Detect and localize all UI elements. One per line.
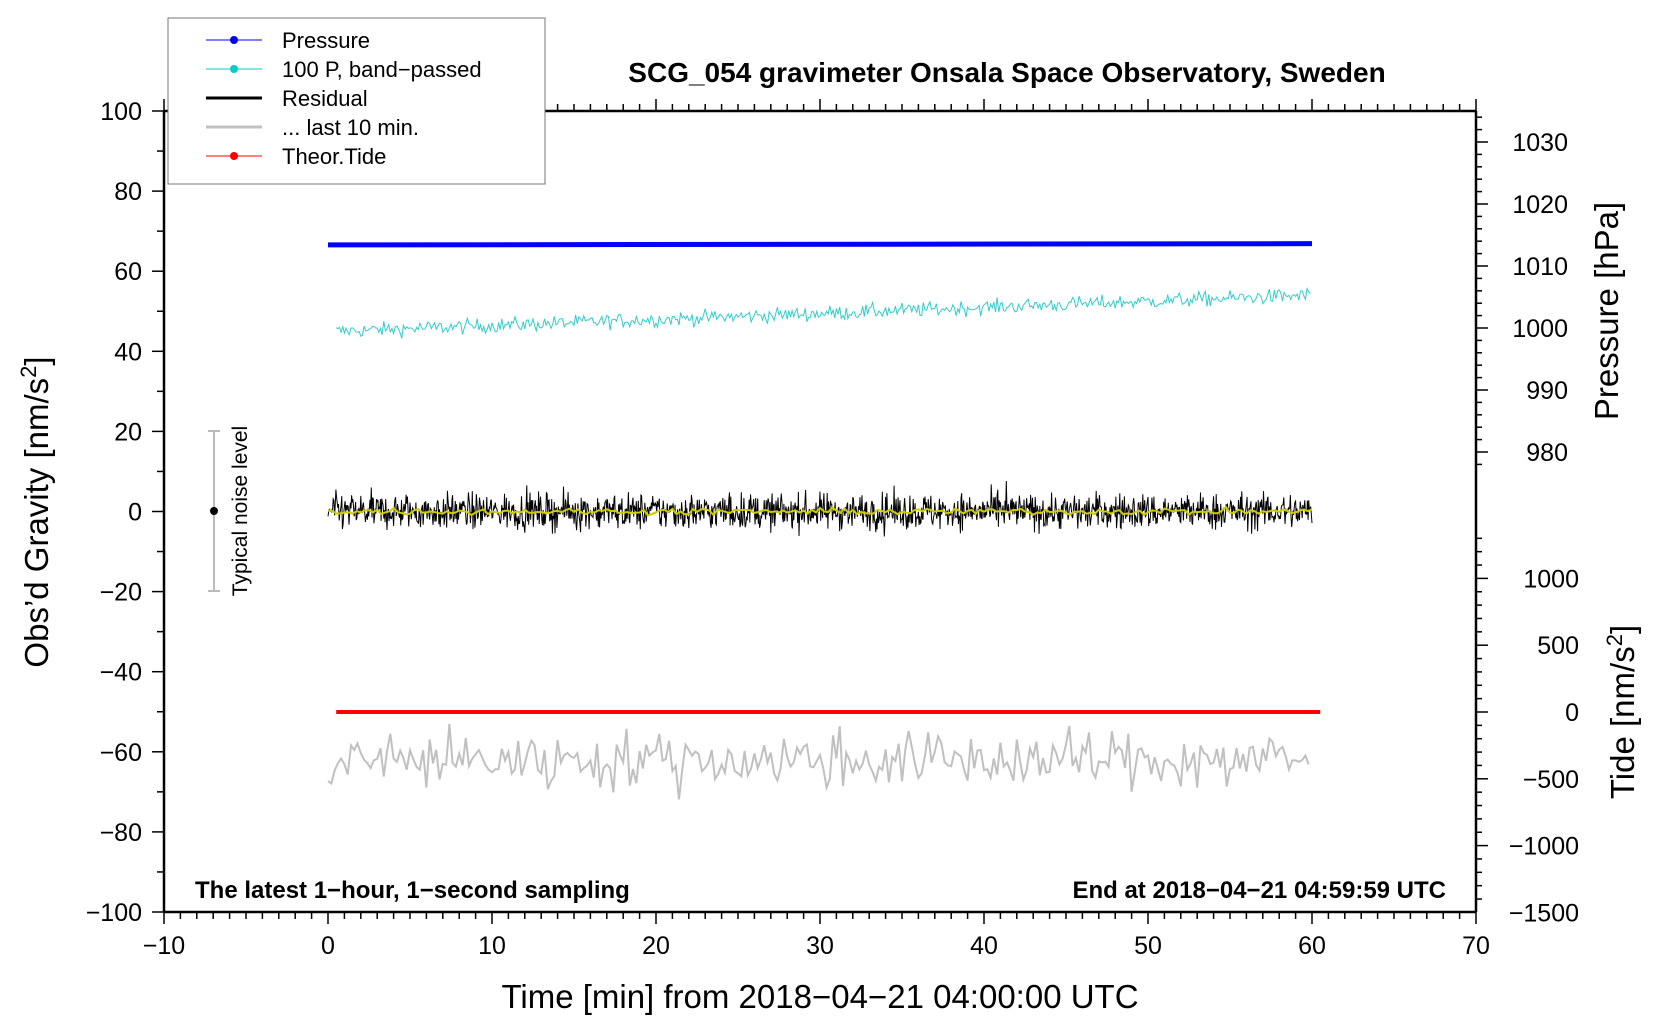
legend-swatch-dot [230,36,238,44]
tide-tick-label: 1000 [1523,565,1579,593]
chart-title: SCG_054 gravimeter Onsala Space Observat… [628,57,1385,88]
y-tick-label: 100 [100,98,142,126]
legend-label: Theor.Tide [282,144,386,169]
pressure-axis-label: Pressure [hPa] [1588,202,1625,420]
tide-tick-label: −1000 [1509,833,1579,861]
x-tick-label: 60 [1298,932,1326,960]
pressure-tick-label: 980 [1526,439,1568,467]
y-tick-label: −100 [86,899,142,927]
legend-label: Residual [282,86,368,111]
series-pressure-line [327,241,1313,248]
pressure-tick-label: 1020 [1512,191,1568,219]
y-tick-label: 0 [128,499,142,527]
noise-bar-label: Typical noise level [229,426,252,596]
x-tick-label: 40 [970,932,998,960]
series-layer [327,241,1321,800]
x-tick-label: 10 [478,932,506,960]
noise-bar-center-dot [210,507,218,515]
tide-tick-label: 0 [1565,699,1579,727]
y-tick-label: −20 [100,579,142,607]
legend-label: ... last 10 min. [282,115,419,140]
legend-swatch-dot [230,152,238,160]
y-tick-label: −80 [100,819,142,847]
x-tick-label: 20 [642,932,670,960]
tide-tick-label: 500 [1537,632,1579,660]
y-axis-label: Obs’d Gravity [nm/s2] [16,356,55,667]
tide-tick-label: −1500 [1509,899,1579,927]
x-tick-label: −10 [143,932,185,960]
y-tick-label: 60 [114,258,142,286]
y-tick-label: 20 [114,418,142,446]
series-residual-smoothed-line [327,505,1313,517]
tide-axis-label: Tide [nm/s2] [1602,625,1641,799]
series-residual-line [327,480,1313,537]
x-tick-label: 30 [806,932,834,960]
x-tick-label: 0 [321,932,335,960]
legend-label: Pressure [282,28,370,53]
legend-label: 100 P, band−passed [282,57,482,82]
tide-tick-label: −500 [1523,766,1579,794]
pressure-tick-label: 990 [1526,377,1568,405]
series-last-10-min-line [327,723,1310,800]
legend: Pressure 100 P, band−passed Residual ... la… [167,17,546,185]
x-tick-label: 50 [1134,932,1162,960]
pressure-tick-label: 1030 [1512,129,1568,157]
pressure-tick-label: 1010 [1512,253,1568,281]
axes-layer: −10 0 10 20 30 40 50 60 70−100−80−60−40−20020406… [86,98,1579,960]
series-band-passed-line [335,286,1311,339]
y-tick-label: −40 [100,659,142,687]
noise-bar: Typical noise level [208,426,252,596]
y-tick-label: 80 [114,178,142,206]
y-tick-label: −60 [100,739,142,767]
x-tick-label: 70 [1462,932,1490,960]
annotation-right: End at 2018−04−21 04:59:59 UTC [1072,877,1446,904]
y-tick-label: 40 [114,338,142,366]
x-axis-label: Time [min] from 2018−04−21 04:00:00 UTC [501,978,1138,1015]
legend-swatch-dot [230,65,238,73]
pressure-tick-label: 1000 [1512,315,1568,343]
annotation-left: The latest 1−hour, 1−second sampling [195,877,630,904]
